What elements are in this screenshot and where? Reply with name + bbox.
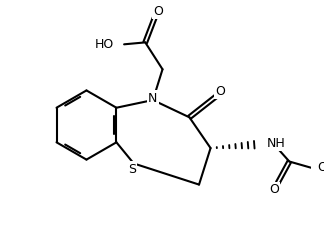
Text: O: O — [215, 85, 225, 98]
Text: S: S — [128, 163, 136, 176]
Text: O: O — [269, 183, 279, 196]
Text: HO: HO — [95, 38, 114, 51]
Text: O: O — [153, 5, 163, 18]
Text: N: N — [148, 92, 157, 105]
Text: O: O — [317, 161, 324, 174]
Text: NH: NH — [266, 137, 285, 150]
